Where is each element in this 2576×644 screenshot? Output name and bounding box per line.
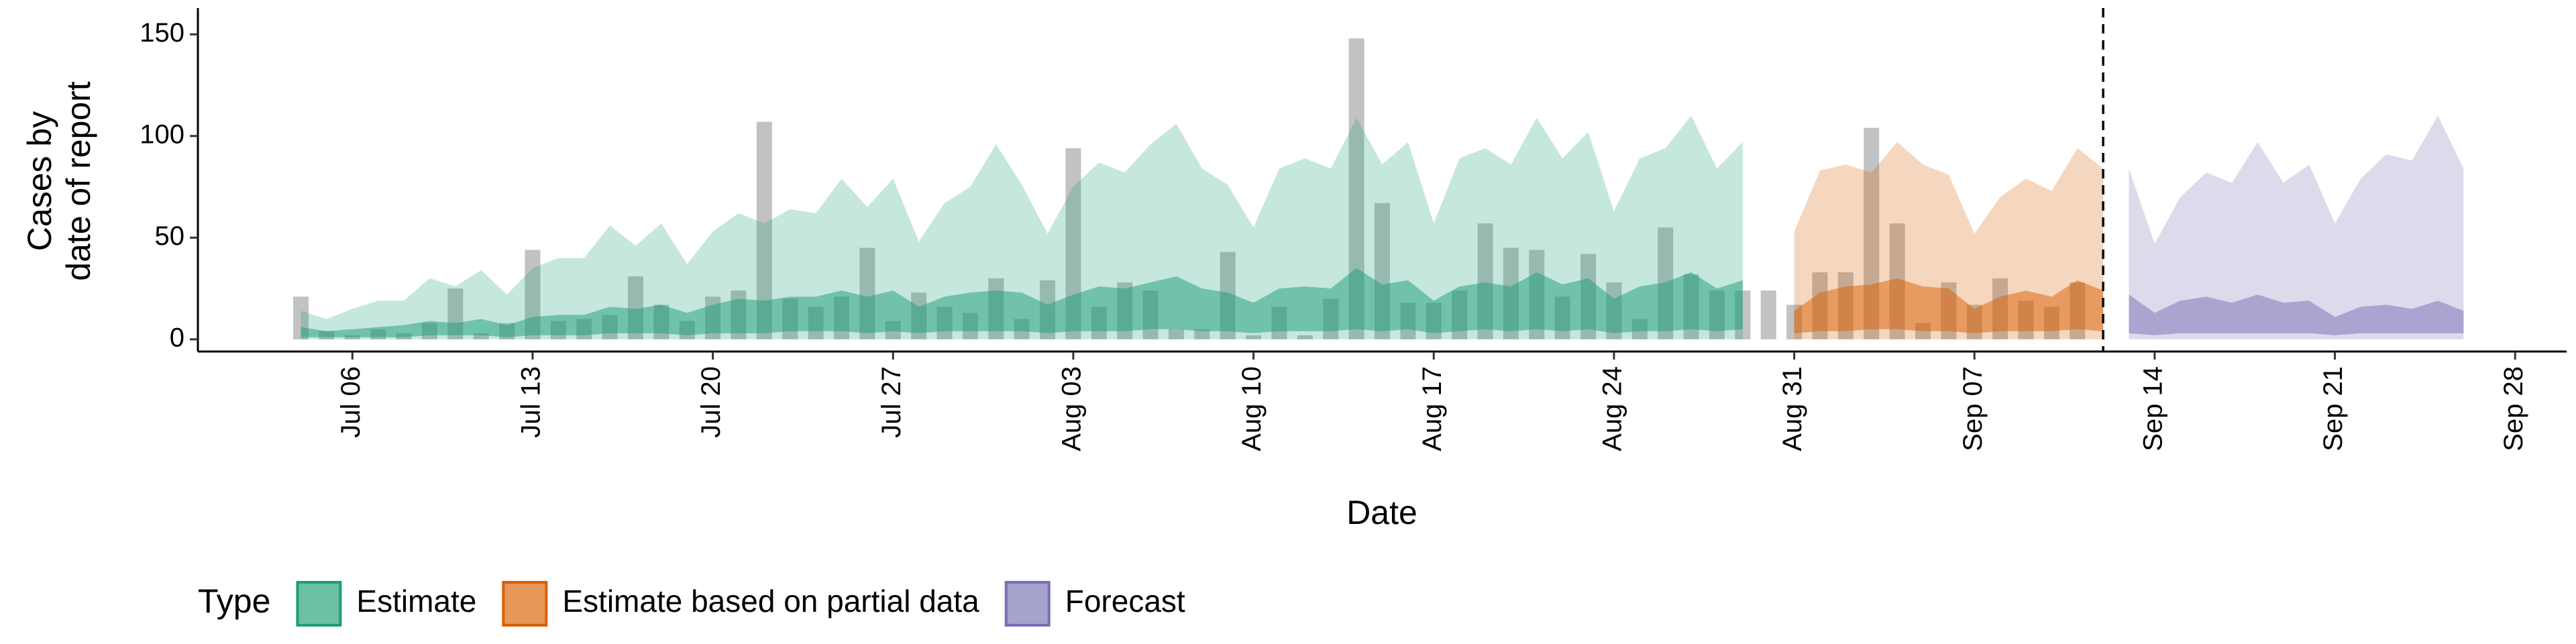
y-tick-label: 50 [155,221,185,251]
bar [1760,290,1776,339]
bar [756,121,772,339]
x-tick-label: Jul 13 [517,366,546,438]
legend-label: Estimate based on partial data [562,584,979,619]
legend: Type Estimate Estimate based on partial da… [198,581,1185,627]
x-tick-label: Aug 31 [1778,366,1807,451]
ribbon [2129,294,2464,335]
x-tick-label: Sep 28 [2499,366,2528,451]
y-axis-title: date of report [60,81,97,281]
ribbon [1794,278,2104,333]
bar [473,333,489,339]
y-tick-label: 150 [140,18,184,48]
ribbon [301,268,1743,337]
x-tick-label: Jul 27 [877,366,906,438]
bar [1297,335,1313,339]
x-tick-label: Aug 03 [1057,366,1086,451]
legend-label: Forecast [1065,584,1185,619]
legend-swatch [1004,581,1051,627]
x-tick-label: Sep 07 [1958,366,1988,451]
legend-label: Estimate [356,584,476,619]
x-tick-label: Aug 10 [1237,366,1267,451]
legend-swatch [296,581,342,627]
y-tick-label: 100 [140,119,184,149]
x-tick-label: Sep 14 [2138,366,2167,451]
x-axis-title: Date [1346,494,1417,531]
x-tick-label: Aug 24 [1597,366,1627,451]
x-tick-label: Sep 21 [2318,366,2348,451]
x-tick-label: Jul 20 [696,366,726,438]
bar [1065,148,1081,339]
legend-swatch [502,581,548,627]
bar [1194,329,1210,339]
plot-area [293,8,2464,352]
bar [1246,335,1262,339]
x-tick-label: Aug 17 [1417,366,1447,451]
ribbon [301,115,1743,339]
y-tick-label: 0 [170,323,184,352]
bar [1168,329,1184,339]
x-tick-label: Jul 06 [336,366,366,438]
ribbon [2129,115,2464,339]
legend-title: Type [198,582,270,620]
y-axis-title: Cases by [21,111,58,251]
bar [1348,38,1364,339]
